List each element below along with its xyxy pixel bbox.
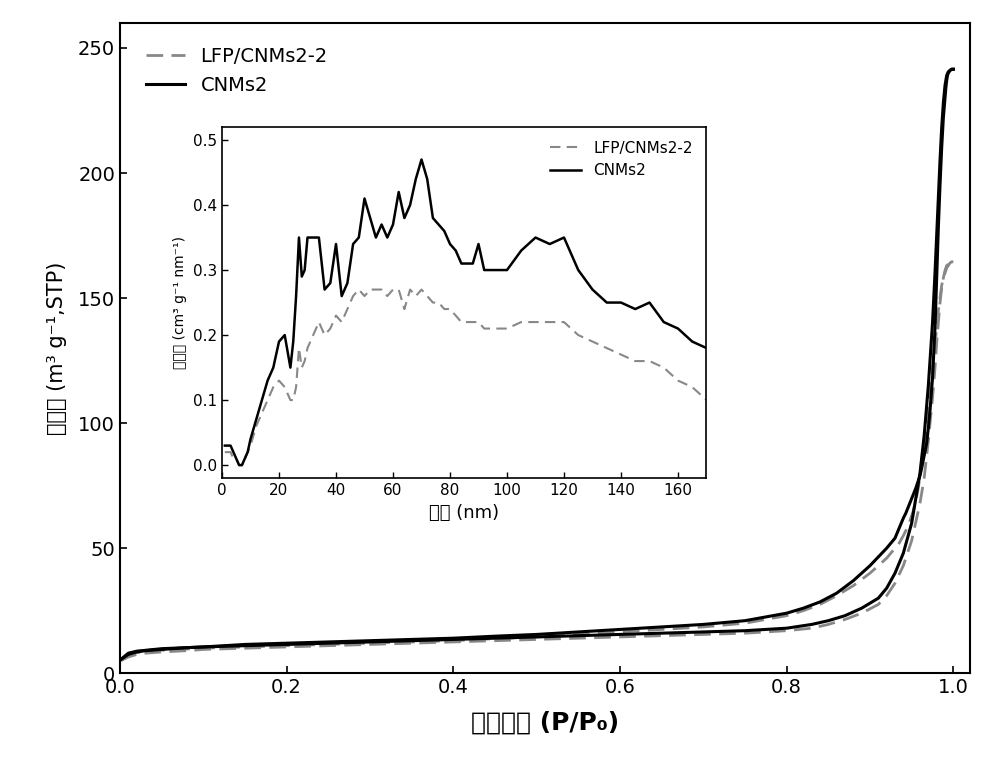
Legend: LFP/CNMs2-2, CNMs2: LFP/CNMs2-2, CNMs2 xyxy=(138,39,335,103)
X-axis label: 相对压强 (P/P₀): 相对压强 (P/P₀) xyxy=(471,711,619,735)
Y-axis label: 吸附量 (m³ g⁻¹,STP): 吸附量 (m³ g⁻¹,STP) xyxy=(47,262,67,435)
